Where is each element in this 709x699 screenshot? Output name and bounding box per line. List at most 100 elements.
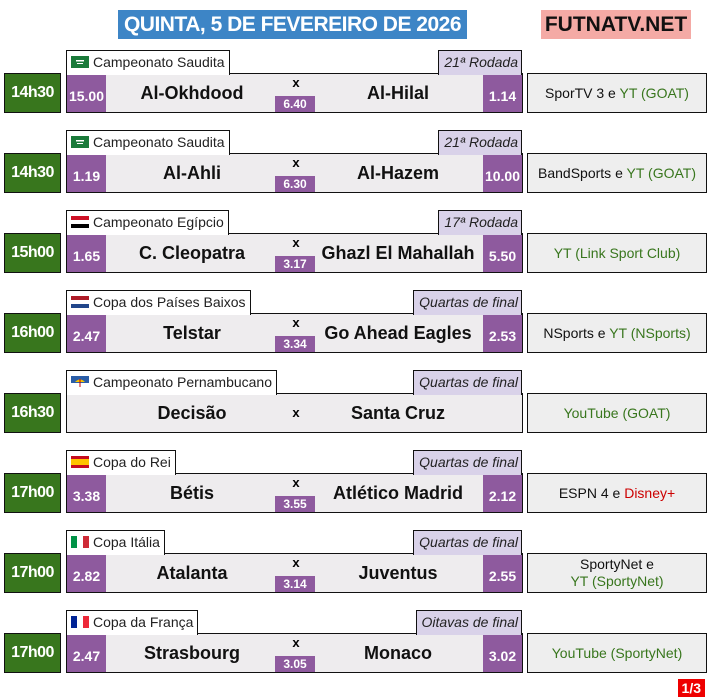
home-team: C. Cleopatra (138, 243, 246, 263)
competition-tab: Copa Itália (66, 530, 165, 555)
home-team: Al-Ahli (163, 163, 221, 183)
home-odds: 3.38 (67, 474, 106, 512)
home-team: Al-Okhdood (140, 83, 244, 103)
site-logo[interactable]: FUTNATV.NET (541, 10, 691, 39)
saudi-arabia-flag-icon (71, 54, 93, 70)
kickoff-time: 15h00 (4, 233, 61, 273)
draw-odds: 3.17 (275, 256, 315, 272)
match-box: 2.47 Strasbourg x 3.05 Monaco 3.02 (66, 633, 523, 673)
broadcast-channels: ESPN 4 e Disney+ (527, 473, 707, 513)
match-row: 14h30 Campeonato Saudita 21ª Rodada 15.0… (0, 50, 709, 115)
competition-tab: Copa dos Países Baixos (66, 290, 251, 315)
home-odds: 1.19 (67, 154, 106, 192)
channel-name[interactable]: YT (NSports) (609, 324, 691, 341)
broadcast-channels: SporTV 3 e YT (GOAT) (527, 73, 707, 113)
page-indicator: 1/3 (677, 679, 705, 697)
channel-name[interactable]: YouTube (GOAT) (563, 404, 671, 421)
home-odds: 15.00 (67, 74, 106, 112)
match-row: 17h00 Copa da França Oitavas de final 2.… (0, 610, 709, 675)
competition-name: Campeonato Pernambucano (93, 374, 273, 390)
kickoff-time: 14h30 (4, 73, 61, 113)
egypt-flag-icon (71, 214, 93, 230)
round-label: Quartas de final (413, 290, 522, 315)
draw-odds: 3.34 (275, 336, 315, 352)
match-row: 14h30 Campeonato Saudita 21ª Rodada 1.19… (0, 130, 709, 195)
channel-name[interactable]: ESPN 4 e (558, 484, 625, 501)
channel-name[interactable]: YT (Link Sport Club) (553, 244, 681, 261)
date-title: QUINTA, 5 DE FEVEREIRO DE 2026 (118, 10, 467, 39)
versus-label: x (292, 75, 300, 90)
channel-name[interactable]: SportyNet e (580, 556, 654, 572)
away-odds: 2.53 (483, 314, 522, 352)
match-row: 17h00 Copa do Rei Quartas de final 3.38 … (0, 450, 709, 515)
france-flag-icon (71, 614, 93, 630)
away-odds: 2.55 (483, 554, 522, 592)
away-team: Atlético Madrid (332, 483, 463, 503)
competition-tab: Campeonato Saudita (66, 130, 230, 155)
home-team: Decisão (157, 403, 227, 423)
draw-odds: 3.55 (275, 496, 315, 512)
broadcast-channels: YouTube (GOAT) (527, 393, 707, 433)
versus-label: x (292, 315, 300, 330)
home-odds: 2.47 (67, 314, 106, 352)
away-odds: 2.12 (483, 474, 522, 512)
home-team: Strasbourg (143, 643, 240, 663)
match-box: 1.65 C. Cleopatra x 3.17 Ghazl El Mahall… (66, 233, 523, 273)
draw-odds: 3.05 (275, 656, 315, 672)
channel-name[interactable]: YT (SportyNet) (570, 573, 664, 589)
match-box: 1.19 Al-Ahli x 6.30 Al-Hazem 10.00 (66, 153, 523, 193)
round-label: 21ª Rodada (438, 130, 522, 155)
channel-name[interactable]: YouTube (SportyNet) (551, 644, 683, 661)
broadcast-channels: BandSports e YT (GOAT) (527, 153, 707, 193)
channel-name[interactable]: BandSports e (538, 164, 627, 181)
home-odds: 1.65 (67, 234, 106, 272)
kickoff-time: 17h00 (4, 553, 61, 593)
match-row: 16h00 Copa dos Países Baixos Quartas de … (0, 290, 709, 355)
kickoff-time: 16h30 (4, 393, 61, 433)
round-label: Quartas de final (413, 530, 522, 555)
channel-name[interactable]: NSports e (543, 324, 610, 341)
versus-label: x (292, 235, 300, 250)
round-label: Oitavas de final (415, 610, 522, 635)
draw-odds: 6.40 (275, 96, 315, 112)
kickoff-time: 17h00 (4, 473, 61, 513)
versus-label: x (292, 555, 300, 570)
competition-name: Copa Itália (93, 534, 160, 550)
competition-name: Campeonato Saudita (93, 134, 225, 150)
competition-tab: Campeonato Egípcio (66, 210, 229, 235)
round-label: 17ª Rodada (438, 210, 522, 235)
home-team: Telstar (163, 323, 221, 343)
match-row: 17h00 Copa Itália Quartas de final 2.82 … (0, 530, 709, 595)
channel-name[interactable]: YT (GOAT) (626, 164, 696, 181)
match-box: 15.00 Al-Okhdood x 6.40 Al-Hilal 1.14 (66, 73, 523, 113)
pernambuco-flag-icon (71, 374, 93, 390)
netherlands-flag-icon (71, 294, 93, 310)
competition-name: Campeonato Saudita (93, 54, 225, 70)
away-team: Al-Hilal (366, 83, 429, 103)
away-team: Al-Hazem (356, 163, 440, 183)
competition-name: Copa dos Países Baixos (93, 294, 246, 310)
versus-label: x (292, 405, 300, 420)
round-label: Quartas de final (413, 370, 522, 395)
competition-tab: Copa do Rei (66, 450, 176, 475)
match-box: 2.47 Telstar x 3.34 Go Ahead Eagles 2.53 (66, 313, 523, 353)
away-team: Go Ahead Eagles (324, 323, 472, 343)
competition-name: Copa da França (93, 614, 194, 630)
channel-name[interactable]: Disney+ (624, 484, 676, 501)
match-box: 3.38 Bétis x 3.55 Atlético Madrid 2.12 (66, 473, 523, 513)
round-label: 21ª Rodada (438, 50, 522, 75)
channel-name[interactable]: SporTV 3 e (545, 84, 620, 101)
versus-label: x (292, 475, 300, 490)
spain-flag-icon (71, 454, 93, 470)
versus-label: x (292, 635, 300, 650)
away-odds: 3.02 (483, 634, 522, 672)
competition-name: Copa do Rei (93, 454, 171, 470)
home-team: Bétis (169, 483, 214, 503)
match-row: 15h00 Campeonato Egípcio 17ª Rodada 1.65… (0, 210, 709, 275)
channel-name[interactable]: YT (GOAT) (619, 84, 689, 101)
away-team: Juventus (358, 563, 438, 583)
away-odds: 10.00 (483, 154, 522, 192)
away-odds: 1.14 (483, 74, 522, 112)
broadcast-channels: YT (Link Sport Club) (527, 233, 707, 273)
kickoff-time: 16h00 (4, 313, 61, 353)
